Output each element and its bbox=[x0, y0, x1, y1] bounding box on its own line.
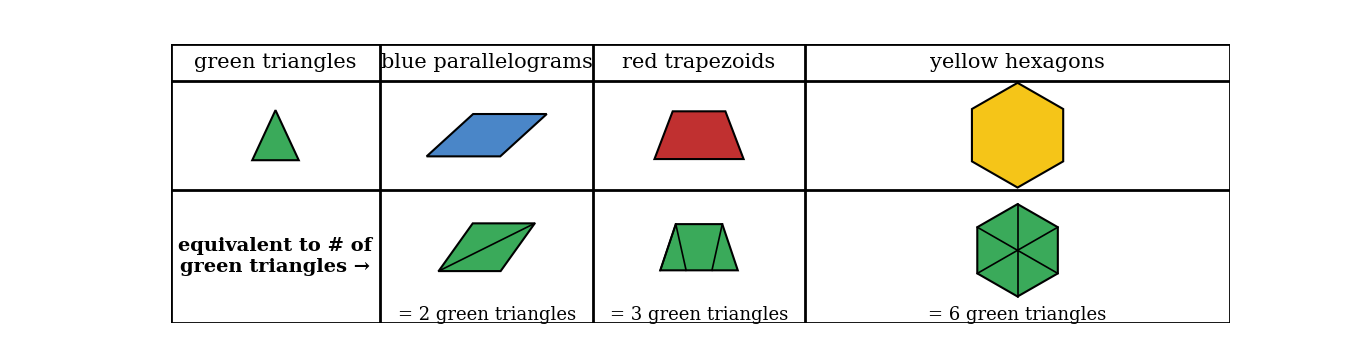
Text: = 3 green triangles: = 3 green triangles bbox=[610, 306, 789, 325]
Polygon shape bbox=[660, 224, 738, 270]
Polygon shape bbox=[977, 204, 1058, 297]
Text: red trapezoids: red trapezoids bbox=[622, 53, 775, 72]
Text: yellow hexagons: yellow hexagons bbox=[930, 53, 1105, 72]
Polygon shape bbox=[972, 83, 1064, 188]
Polygon shape bbox=[439, 223, 534, 271]
Polygon shape bbox=[655, 111, 744, 159]
Text: green triangles: green triangles bbox=[194, 53, 357, 72]
Text: equivalent to # of
green triangles →: equivalent to # of green triangles → bbox=[179, 237, 372, 276]
Text: blue parallelograms: blue parallelograms bbox=[381, 53, 593, 72]
Polygon shape bbox=[253, 110, 299, 160]
Polygon shape bbox=[427, 114, 547, 156]
Text: = 6 green triangles: = 6 green triangles bbox=[928, 306, 1107, 325]
Text: = 2 green triangles: = 2 green triangles bbox=[398, 306, 576, 325]
